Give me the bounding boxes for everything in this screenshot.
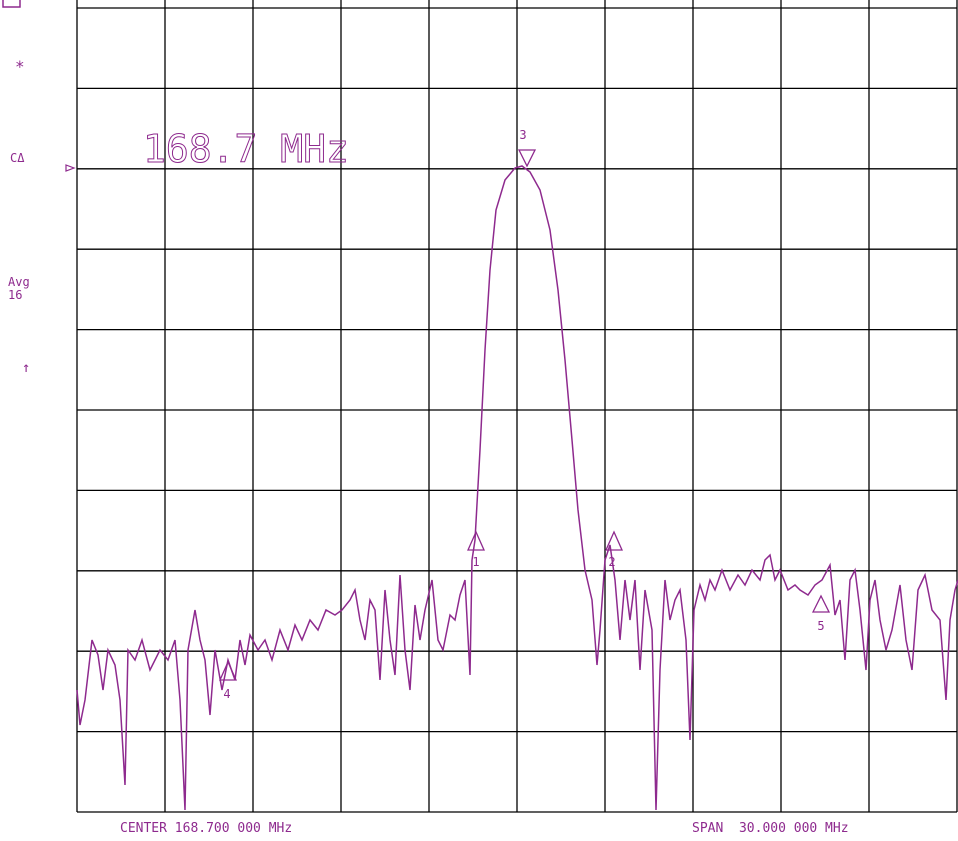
marker-symbols — [218, 149, 831, 681]
status-box — [2, 0, 21, 8]
marker-readout: 168.7 MHz — [143, 127, 349, 171]
mode-label: * — [15, 57, 25, 76]
marker-label: 4 — [223, 687, 230, 701]
marker-label: 5 — [817, 619, 824, 633]
avg-label: Avg — [8, 275, 30, 289]
trace — [76, 165, 958, 811]
marker-label: 1 — [472, 555, 479, 569]
avg-count: 16 — [8, 288, 22, 302]
marker-label: 3 — [519, 128, 526, 142]
marker-label: 2 — [608, 555, 615, 569]
graticule — [76, 0, 958, 813]
scale-arrow: ↑ — [22, 360, 30, 376]
channel-label: CΔ — [10, 151, 25, 165]
span: SPAN 30.000 000 MHz — [692, 821, 849, 836]
center-frequency: CENTER 168.700 000 MHz — [120, 821, 292, 836]
marker-reference — [65, 164, 76, 172]
